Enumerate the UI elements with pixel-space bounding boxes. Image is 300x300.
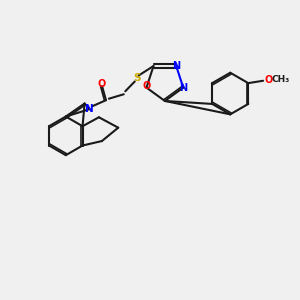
Text: N: N bbox=[179, 82, 187, 93]
Text: S: S bbox=[134, 73, 141, 83]
Text: O: O bbox=[265, 75, 273, 85]
Text: N: N bbox=[172, 61, 180, 71]
Text: N: N bbox=[85, 104, 94, 114]
Text: O: O bbox=[142, 81, 151, 91]
Text: CH₃: CH₃ bbox=[272, 75, 290, 84]
Text: O: O bbox=[98, 79, 106, 89]
